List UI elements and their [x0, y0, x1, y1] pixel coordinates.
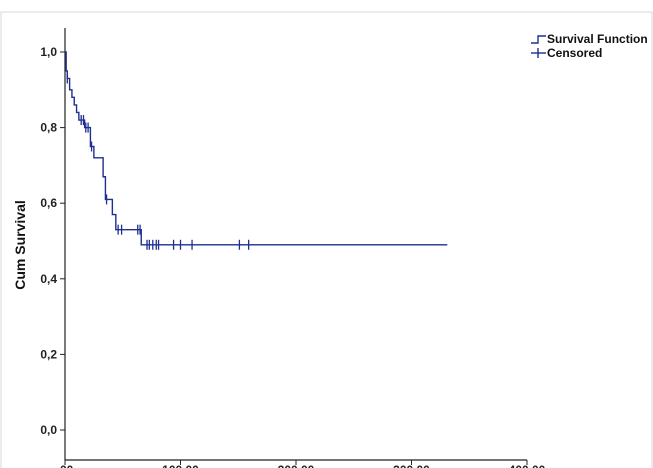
- x-tick-label: 300,00: [393, 463, 430, 468]
- y-tick-label: 0,8: [40, 121, 57, 135]
- y-axis-ticks: 0,0 0,2 0,4 0,6 0,8 1,0: [40, 45, 65, 437]
- survival-function-series: [65, 51, 448, 246]
- legend-survival-label: Survival Function: [547, 32, 648, 46]
- censored-series: [66, 73, 250, 250]
- y-axis-title: Cum Survival: [12, 200, 28, 289]
- legend-censored-label: Censored: [547, 46, 602, 60]
- x-tick-label: 200,00: [278, 463, 315, 468]
- plot-frame: [0, 11, 653, 468]
- x-tick-label: 400,00: [509, 463, 546, 468]
- y-tick-label: 0,0: [40, 423, 57, 437]
- x-tick-label: 100,00: [162, 463, 199, 468]
- x-axis-ticks: ,00 100,00 200,00 300,00 400,00: [57, 460, 546, 468]
- legend-survival-swatch: [531, 35, 546, 44]
- survival-step-line: [65, 51, 448, 246]
- y-tick-label: 0,4: [40, 272, 57, 286]
- y-tick-label: 0,6: [40, 196, 57, 210]
- x-tick-label: ,00: [57, 463, 74, 468]
- y-tick-label: 1,0: [40, 45, 57, 59]
- legend: Survival Function Censored: [531, 32, 648, 60]
- y-tick-label: 0,2: [40, 347, 57, 361]
